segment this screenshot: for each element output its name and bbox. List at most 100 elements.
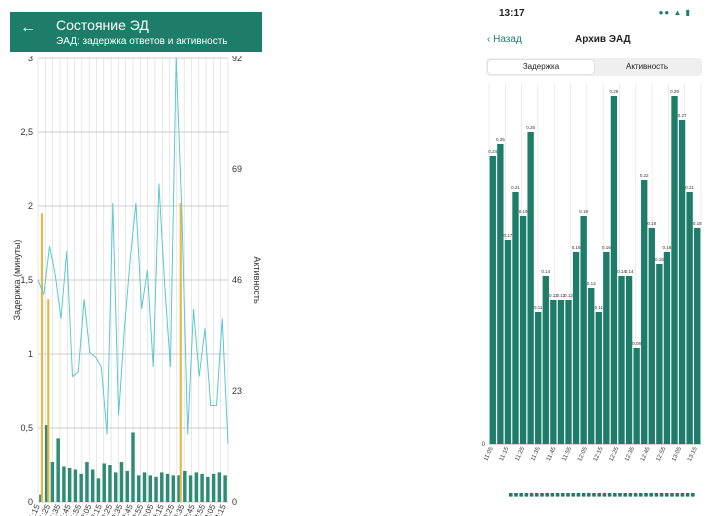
delay-bar [85,462,89,502]
delay-bar [114,472,118,502]
left-axis-label: Задержка (минуты) [12,240,22,321]
ios-bar-chart: 00.240.250.170.210.190.260.110.140.120.1… [482,84,702,497]
x-tick-label: 12:15 [593,446,605,463]
scroll-indicator-dot [670,493,674,497]
bar-value-label: 0.26 [526,125,535,130]
bar-value-label: 0.16 [663,245,672,250]
delay-bar [641,180,648,444]
bar-value-label: 0.17 [504,233,513,238]
segmented-control: Задержка Активность [486,58,702,76]
scroll-indicator-dot [529,493,534,497]
bar-value-label: 0.19 [579,209,588,214]
scroll-indicator-dot [509,493,513,497]
scroll-indicator-dot [540,493,544,497]
delay-bar [90,469,95,502]
right-tick-label: 69 [232,164,242,174]
delay-bar [580,216,587,444]
status-time: 13:17 [499,8,525,19]
delay-bar [519,216,527,444]
status-icons: ●● ▲ ▮ [658,8,691,17]
left-tick-label: 2,5 [20,127,33,137]
delay-bar [165,473,170,502]
delay-bar [171,475,176,502]
delay-bar [102,463,106,502]
x-tick-label: 11:25 [515,446,527,462]
right-axis-label: Активность [252,256,262,304]
delay-bar [625,276,633,444]
delay-bar [56,438,60,502]
bar-value-label: 0.27 [678,113,687,118]
x-tick-label: 11:05 [483,446,495,462]
delay-bar [595,312,602,444]
delay-bar [489,156,496,444]
delay-bar [154,476,158,502]
delay-bar [194,472,199,502]
bar-value-label: 0.18 [647,221,656,226]
scroll-indicator-dot [581,493,586,497]
segment-delay[interactable]: Задержка [488,60,594,74]
delay-bar [200,473,204,502]
delay-bar [588,288,595,444]
delay-bar [206,476,210,502]
x-tick-label: 12:35 [624,446,636,463]
left-tick-label: 3 [28,56,33,63]
delay-bar [211,473,216,502]
page-subtitle: ЭАД: задержка ответов и активность [56,36,228,47]
right-tick-label: 23 [232,386,242,396]
back-button[interactable]: ‹ Назад [487,34,522,45]
scroll-indicator-dot [659,493,664,497]
arrow-left-icon[interactable]: ← [20,19,36,36]
bar-value-label: 0.14 [625,269,634,274]
delay-bar [565,300,572,444]
scroll-indicator-dot [644,493,648,497]
segment-activity[interactable]: Активность [625,62,668,71]
bar-value-label: 0.16 [602,245,611,250]
activity-line [37,57,229,445]
scroll-indicator-dot [649,493,653,497]
x-tick-label: 12:05 [577,446,589,463]
scroll-indicator-dot [587,493,591,497]
right-tick-label: 92 [232,56,242,63]
bar-value-label: 0.19 [519,209,528,214]
left-tick-label: 1,5 [20,275,33,285]
scroll-indicator-dot [566,493,570,497]
bar-value-label: 0.14 [541,269,550,274]
bar-value-label: 0.15 [655,257,664,262]
delay-bar [550,300,557,444]
scroll-indicator-dot [550,493,555,497]
delay-bar [67,467,72,502]
scroll-indicator-dot [524,493,529,497]
scroll-indicator-dot [597,493,601,497]
x-tick-label: 11:35 [530,446,542,462]
bar-value-label: 0.18 [693,221,702,226]
delay-bar [160,472,164,502]
delay-bar [542,276,549,444]
scroll-indicator-dot [680,493,685,497]
delay-bar [603,252,610,444]
scroll-indicator-dot [607,493,612,497]
bar-value-label: 0.12 [564,293,573,298]
delay-bar [79,473,83,502]
delay-bar [535,312,542,444]
yellow-bar [179,203,182,503]
x-tick-label: 11:15 [499,446,511,462]
delay-bar [148,475,152,502]
delay-bar [512,192,519,444]
y-zero-label: 0 [482,442,486,448]
bar-value-label: 0.12 [549,293,558,298]
delay-bar [572,252,580,444]
nav-title: Архив ЭАД [575,34,631,45]
delay-bar [618,276,625,444]
delay-bar [125,470,129,502]
x-tick-label: 11:45 [546,446,558,462]
scroll-indicator-dot [623,493,627,497]
delay-bar [663,252,671,444]
delay-bar [610,96,618,444]
page-title: Состояние ЭД [56,17,149,33]
delay-bar [44,425,49,502]
delay-bar [188,475,193,502]
scroll-indicator-dot [628,493,633,497]
bar-value-label: 0.13 [587,281,596,286]
delay-bar [557,300,565,444]
bar-value-label: 0.11 [595,305,604,310]
